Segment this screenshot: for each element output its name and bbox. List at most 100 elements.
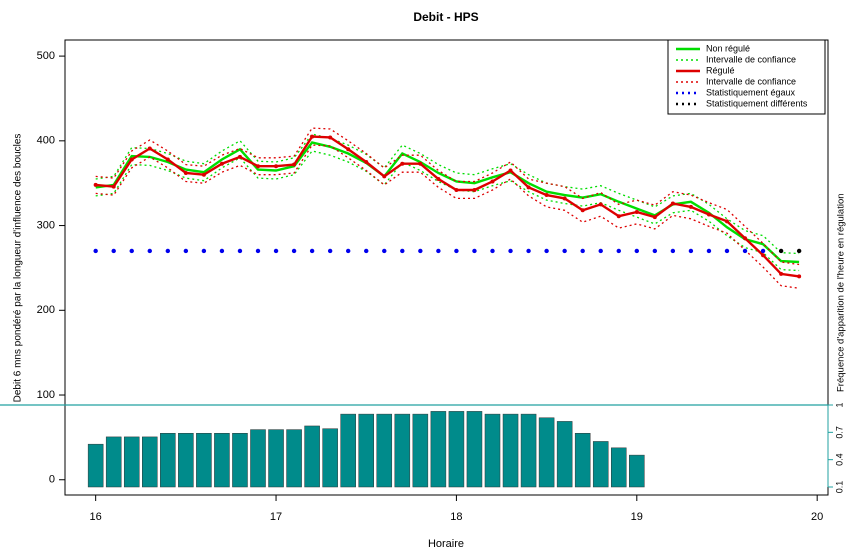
stat-point (382, 248, 387, 254)
stat-point (598, 248, 603, 254)
stat-point (580, 248, 585, 254)
series-marker (147, 146, 152, 151)
series-marker (544, 193, 549, 198)
series-line (95, 141, 800, 264)
stat-point (273, 248, 279, 254)
series-marker (201, 172, 206, 177)
stat-point (309, 248, 315, 254)
stat-point (526, 248, 531, 254)
series-marker (382, 174, 387, 179)
stat-point (418, 248, 423, 254)
stat-point (345, 248, 351, 254)
ci-upper-line (95, 127, 800, 266)
series-marker (797, 274, 802, 279)
bar (448, 411, 465, 488)
bar (196, 432, 212, 488)
y2-tick-label: 0.4 (834, 453, 844, 466)
series-marker (580, 208, 585, 213)
stat-point (508, 248, 513, 254)
y-tick-label: 200 (37, 304, 55, 316)
stat-point (544, 248, 549, 254)
legend-label: Intervalle de confiance (706, 54, 796, 64)
x-tick-label: 16 (90, 511, 102, 523)
series-marker (526, 185, 531, 190)
bar (250, 429, 266, 488)
series-marker (292, 162, 297, 167)
bar (322, 428, 338, 488)
y-tick-label: 300 (37, 219, 55, 231)
bar (520, 413, 537, 488)
series-marker (111, 184, 116, 189)
bar (358, 413, 375, 488)
bar (592, 441, 609, 488)
stat-point (490, 248, 495, 254)
series-marker (400, 161, 405, 166)
bar (87, 443, 104, 488)
stat-point (436, 248, 441, 254)
bar (574, 432, 591, 488)
series-marker (436, 176, 441, 181)
bar (232, 432, 248, 488)
stat-point (616, 248, 621, 254)
legend-label: Régulé (706, 65, 735, 75)
ci-upper-line (95, 133, 800, 255)
stat-point (472, 248, 477, 254)
stat-point (237, 248, 243, 254)
x-tick-label: 17 (270, 511, 282, 523)
stat-point (255, 248, 261, 254)
y-axis-label: Debit 6 mns pondéré par la longueur d'in… (13, 134, 24, 403)
stat-point (400, 248, 405, 254)
series-marker (165, 157, 170, 162)
stat-point (165, 248, 171, 254)
stat-point (147, 248, 152, 254)
bar (105, 436, 122, 488)
series-marker (562, 196, 567, 201)
stat-point (778, 248, 784, 254)
series-marker (688, 204, 693, 209)
bar (268, 429, 284, 488)
series-marker (490, 179, 495, 184)
y2-tick-label: 0.7 (834, 426, 844, 439)
legend-label: Non régulé (706, 43, 750, 53)
legend-label: Statistiquement différents (706, 98, 808, 108)
series-marker (670, 201, 675, 206)
bar (502, 413, 519, 488)
stat-point (129, 248, 134, 254)
chart-title: Debit - HPS (413, 10, 478, 24)
series-marker (256, 164, 261, 169)
series-marker (328, 135, 333, 140)
series-marker (508, 168, 513, 173)
stat-point (454, 248, 459, 254)
stat-point (201, 248, 207, 254)
stat-point (724, 248, 730, 254)
x-tick-label: 18 (450, 511, 462, 523)
x-tick-label: 19 (631, 511, 643, 523)
series-marker (310, 134, 315, 139)
bar (304, 425, 320, 488)
series-marker (237, 154, 242, 159)
series-marker (418, 161, 423, 166)
stat-point (364, 248, 369, 254)
series-marker (652, 215, 657, 220)
series-marker (743, 236, 748, 241)
stat-point (706, 248, 712, 254)
series-marker (219, 161, 224, 166)
bar (178, 432, 194, 488)
x-axis-label: Horaire (428, 538, 464, 550)
ci-lower-line (95, 150, 800, 272)
bar (466, 411, 483, 488)
series-line (95, 135, 800, 278)
legend-box (667, 39, 826, 115)
series-marker (724, 219, 729, 224)
stat-point (742, 248, 748, 254)
bar (142, 436, 158, 488)
stat-point (327, 248, 333, 254)
bar (430, 411, 447, 488)
series-marker (706, 212, 711, 217)
y2-tick-label: 0.1 (834, 481, 844, 494)
y-tick-label: 400 (37, 135, 55, 147)
bar (538, 417, 555, 488)
x-tick-label: 20 (811, 511, 823, 523)
